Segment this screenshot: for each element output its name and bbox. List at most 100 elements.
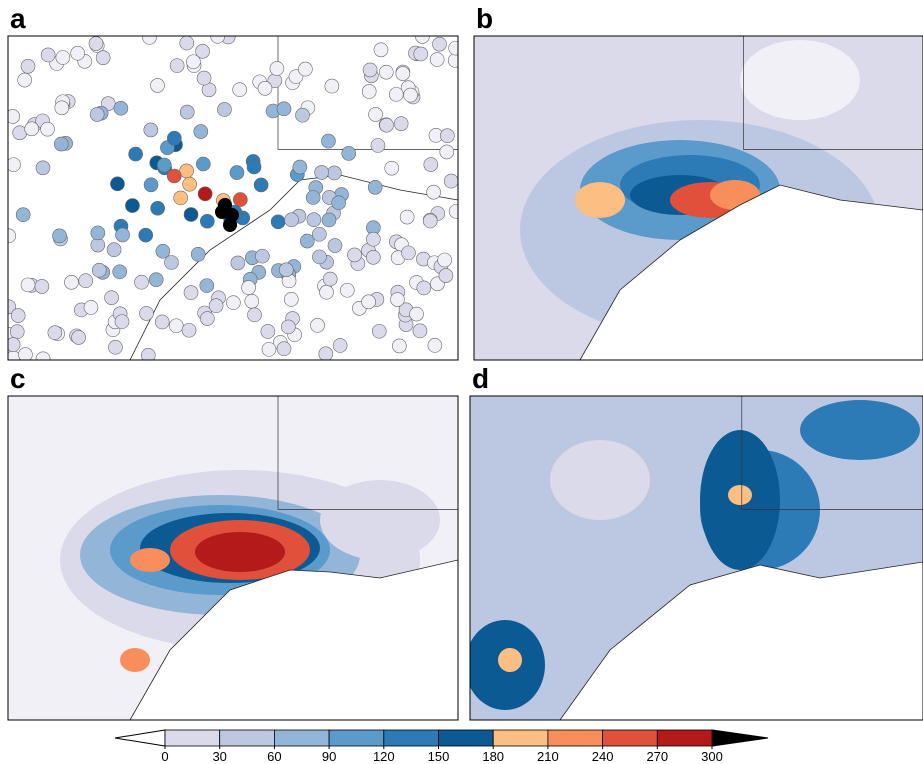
- station: [300, 233, 315, 249]
- station: [246, 159, 262, 175]
- station: [321, 133, 336, 149]
- station: [143, 177, 159, 193]
- station: [182, 176, 197, 192]
- station: [401, 245, 416, 261]
- map-panel: [470, 396, 923, 720]
- station: [54, 100, 70, 116]
- station: [215, 205, 229, 219]
- panel-frame: [469, 395, 923, 721]
- station: [83, 300, 99, 315]
- station: [395, 66, 411, 81]
- station: [20, 277, 36, 293]
- color-bin: [438, 729, 494, 747]
- station: [139, 306, 154, 321]
- station: [427, 338, 443, 353]
- station: [322, 271, 338, 287]
- station: [305, 190, 321, 205]
- station: [181, 322, 197, 338]
- station: [347, 247, 362, 263]
- station: [310, 318, 325, 333]
- station: [34, 279, 50, 294]
- station: [230, 255, 246, 271]
- station: [134, 274, 149, 290]
- station: [40, 121, 55, 137]
- station: [403, 87, 418, 103]
- station: [223, 218, 237, 232]
- station: [35, 351, 51, 360]
- station: [193, 124, 209, 139]
- station: [437, 252, 452, 268]
- station: [148, 272, 164, 287]
- station: [341, 146, 357, 161]
- station: [140, 347, 156, 360]
- station: [379, 117, 394, 133]
- station: [90, 225, 106, 241]
- rain-area: [728, 485, 752, 505]
- station: [306, 212, 322, 228]
- station: [168, 318, 184, 334]
- station: [244, 293, 260, 309]
- station: [429, 52, 445, 67]
- station: [312, 226, 327, 242]
- station: [422, 213, 438, 229]
- color-bin: [383, 729, 439, 747]
- station: [17, 72, 32, 88]
- station: [392, 338, 407, 354]
- station: [70, 45, 85, 61]
- station: [321, 212, 337, 228]
- tick-label: 120: [373, 749, 395, 764]
- station: [150, 200, 165, 216]
- station: [399, 209, 415, 225]
- station: [169, 58, 185, 73]
- station: [183, 207, 199, 222]
- station: [208, 298, 224, 314]
- gulf: [130, 560, 458, 720]
- station: [284, 212, 299, 228]
- station: [366, 231, 381, 247]
- station: [110, 176, 125, 192]
- station: [179, 104, 195, 120]
- station: [276, 101, 292, 117]
- map-panel: [8, 396, 458, 720]
- tick-label: 0: [161, 749, 168, 764]
- station: [128, 146, 143, 162]
- station: [269, 61, 285, 76]
- station: [167, 130, 182, 146]
- station: [361, 294, 376, 310]
- panel-frame: [473, 35, 923, 361]
- coastline: [559, 561, 923, 720]
- station: [91, 262, 107, 278]
- station: [113, 100, 129, 116]
- rain-area: [320, 480, 440, 560]
- tick-label: 90: [322, 749, 336, 764]
- rain-area: [195, 532, 285, 572]
- station: [257, 81, 273, 96]
- coastline: [129, 559, 458, 720]
- station: [413, 46, 429, 62]
- tick-label: 240: [592, 749, 614, 764]
- station: [270, 214, 286, 230]
- station: [439, 144, 455, 160]
- panel-label: d: [472, 363, 489, 394]
- coastline: [579, 184, 923, 360]
- station: [409, 306, 424, 322]
- station: [200, 311, 215, 326]
- station: [78, 273, 94, 289]
- station: [35, 160, 51, 176]
- station: [438, 268, 454, 283]
- station: [125, 198, 140, 213]
- station: [366, 250, 381, 265]
- station: [24, 121, 40, 137]
- station: [199, 213, 215, 229]
- station: [312, 249, 327, 265]
- gulf: [580, 185, 923, 360]
- station: [71, 330, 86, 345]
- station: [173, 190, 189, 206]
- maps: a b c d: [7, 3, 923, 721]
- station: [276, 341, 292, 357]
- rain-area: [550, 440, 650, 520]
- station: [318, 346, 334, 360]
- color-bin: [164, 729, 221, 747]
- panel-label: b: [476, 3, 493, 34]
